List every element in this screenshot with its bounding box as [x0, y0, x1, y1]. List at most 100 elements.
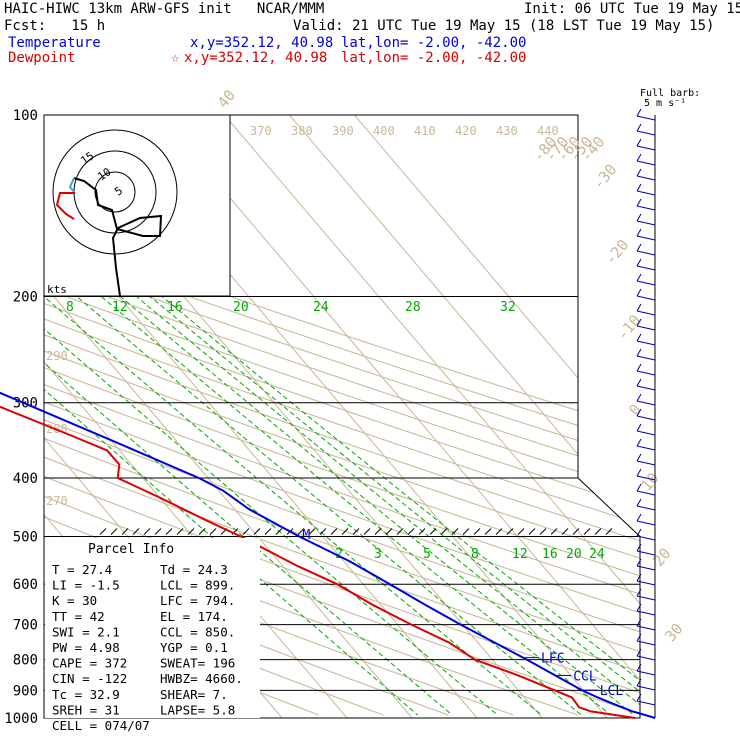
init-time: Init: 06 UTC Tue 19 May 15 [524, 1, 740, 17]
wind-barb [636, 475, 656, 481]
wind-barb [636, 565, 656, 571]
wind-barb-flag [636, 213, 642, 222]
parcel-info-box: Parcel Info T = 27.4 Td = 24.3 LI = -1.5 LCL… [45, 538, 260, 733]
wind-barb-flag [636, 468, 642, 477]
hatch-mark [143, 528, 151, 535]
wind-barb-flag [636, 348, 642, 357]
hatch-mark [429, 528, 437, 535]
hodograph-ring-label: 15 [78, 149, 96, 167]
mixing-ratio-label: 24 [313, 300, 329, 315]
isotherm-line [159, 115, 640, 718]
dry-adiabat [44, 115, 640, 716]
isotherm-label: 40 [214, 86, 239, 111]
hatch-mark [99, 528, 107, 535]
wind-barb-flag [636, 603, 642, 612]
parcel-info-value: SHEAR= 7. [160, 687, 228, 702]
parcel-info-title: Parcel Info [88, 542, 174, 557]
hatch-mark [407, 528, 415, 535]
wind-barb [636, 325, 656, 331]
hatch-mark [176, 528, 184, 535]
mixing-ratio-line [44, 115, 612, 716]
wind-barb-flag [636, 183, 642, 192]
wind-barb-flag [636, 648, 642, 657]
level-label-m: M [302, 528, 310, 543]
dewpoint-xy: x,y=352.12, 40.98 [184, 50, 328, 66]
hatch-mark [550, 528, 558, 535]
wind-barb-flag [636, 498, 642, 507]
valid-time: Valid: 21 UTC Tue 19 May 15 (18 LST Tue … [293, 18, 715, 34]
wind-barb [636, 190, 656, 196]
barb-legend-units: 5 m s⁻¹ [644, 98, 686, 109]
mixing-ratio-label: 16 [542, 547, 558, 562]
parcel-info-value: YGP = 0.1 [160, 640, 228, 655]
mixing-ratio-label: 20 [233, 300, 249, 315]
wind-barb [636, 580, 656, 586]
pressure-label: 1000 [4, 711, 38, 727]
isotherm-label: 20 [649, 544, 674, 569]
wind-barb-flag [636, 618, 642, 627]
isotherm-line [44, 115, 413, 718]
wind-barb [636, 670, 656, 676]
wind-barb [636, 520, 656, 526]
dry-adiabat [44, 115, 578, 716]
parcel-info-value: LI = -1.5 [52, 578, 120, 593]
hatch-mark [528, 528, 536, 535]
hodograph-frame [43, 114, 231, 297]
wind-barb-flag [636, 318, 642, 327]
wind-barb [636, 595, 656, 601]
hodograph-ring [94, 171, 136, 213]
theta-label: 410 [414, 124, 436, 138]
parcel-info-value: Td = 24.3 [160, 562, 228, 577]
parcel-info-value: CCL = 850. [160, 624, 235, 639]
wind-barb [636, 700, 656, 706]
forecast-hour: Fcst: 15 h [4, 18, 106, 34]
wind-barb [636, 340, 656, 346]
dry-adiabat [44, 115, 640, 716]
wind-barb-flag [636, 378, 642, 387]
wind-barb-flag [636, 513, 642, 522]
theta-label: 390 [332, 124, 354, 138]
hatch-mark [198, 528, 206, 535]
dry-adiabat [44, 115, 640, 716]
wind-barb-flag [636, 393, 642, 402]
mixing-ratio-line [44, 115, 543, 716]
hatch-mark [253, 528, 261, 535]
dry-adiabat [44, 115, 640, 716]
mixing-ratio-label: 24 [589, 547, 605, 562]
hatch-mark [352, 528, 360, 535]
wind-barb-flag [636, 483, 642, 492]
wind-barb-flag [636, 333, 642, 342]
wind-barb-flag [636, 243, 642, 252]
mixing-ratio-label: 32 [500, 300, 516, 315]
pressure-label: 700 [13, 618, 38, 634]
pressure-label: 800 [13, 653, 38, 669]
theta-label: 420 [455, 124, 477, 138]
theta-label: 270 [46, 494, 68, 508]
mixing-ratio-line [44, 115, 453, 716]
wind-barb [636, 280, 656, 286]
wind-barb [636, 220, 656, 226]
hatch-mark [495, 528, 503, 535]
parcel-info-background [45, 538, 260, 718]
wind-barb-flag [636, 438, 642, 447]
hatch-mark [561, 528, 569, 535]
wind-barb [636, 355, 656, 361]
hatch-mark [506, 528, 514, 535]
pressure-label: 900 [13, 683, 38, 699]
wind-barb [636, 430, 656, 436]
mixing-ratio-line [44, 115, 640, 716]
wind-barb-flag [636, 123, 642, 132]
theta-label: 440 [537, 124, 559, 138]
hatch-mark [418, 528, 426, 535]
wind-barb [636, 640, 656, 646]
dry-adiabat [44, 115, 640, 716]
model-title: HAIC-HIWC 13km ARW-GFS init NCAR/MMM [4, 1, 325, 17]
isotherm-label: -20 [601, 236, 632, 268]
dry-adiabat [44, 115, 640, 716]
dewpoint-legend-label: Dewpoint [8, 50, 76, 66]
hatch-mark [242, 528, 250, 535]
mixing-ratio-line [44, 115, 419, 716]
wind-barb [636, 505, 656, 511]
